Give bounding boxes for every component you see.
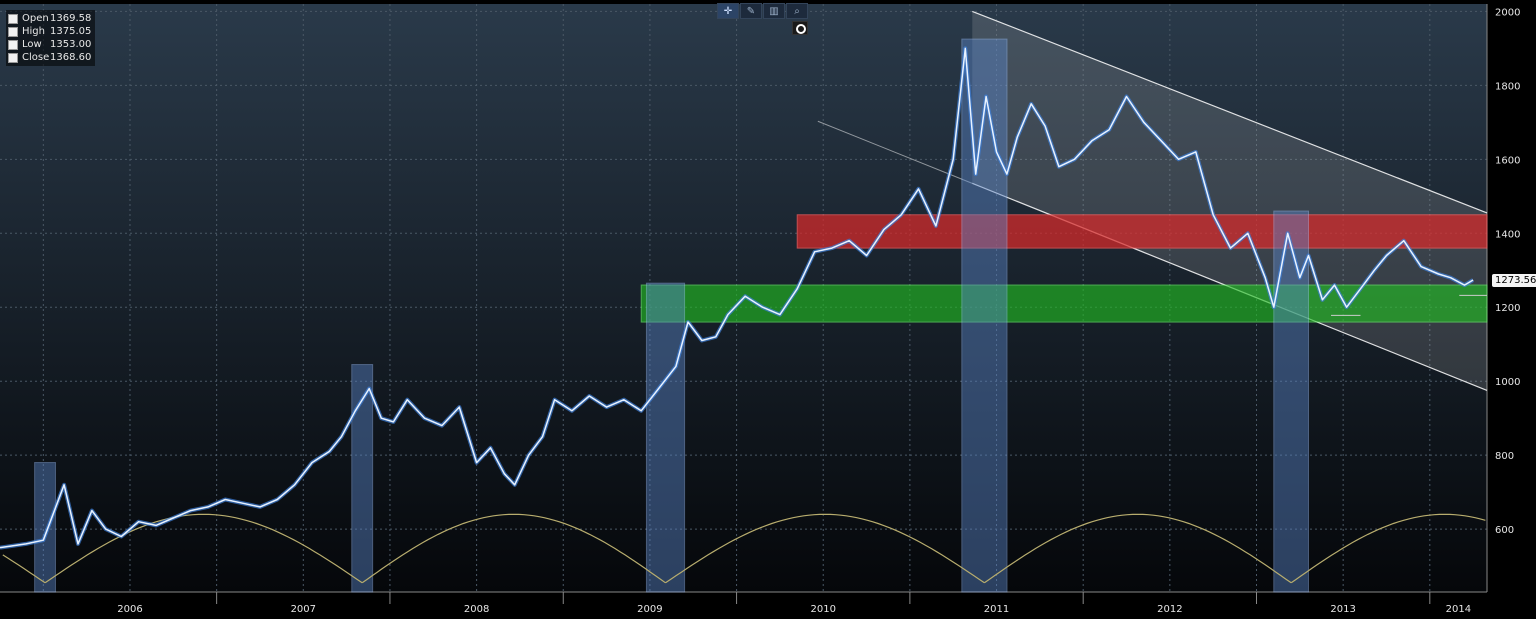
y-tick-label: 1000 [1495,377,1520,388]
cycle-arc [984,513,1292,584]
y-tick-label: 800 [1495,451,1514,462]
target-icon[interactable] [792,21,808,35]
cycle-arc [1290,513,1486,584]
channel-lower-extension [817,120,973,184]
checkbox-icon[interactable] [8,39,18,50]
ohlc-label: Open [22,13,49,24]
cycle-arc [665,513,985,584]
cycle-arc [2,554,46,584]
x-tick-label: 2011 [984,604,1009,615]
checkbox-icon[interactable] [8,52,18,63]
ohlc-row-open: Open 1369.58 [8,12,91,25]
channel-upper-line [972,10,1488,214]
ohlc-label: Close [22,52,50,63]
resistance-band [796,214,1488,249]
x-tick-label: 2010 [810,604,835,615]
ohlc-row-high: High 1375.05 [8,25,91,38]
x-tick-label: 2012 [1157,604,1182,615]
y-tick-label: 1600 [1495,155,1520,166]
zoom-icon[interactable]: ⌕ [786,3,808,19]
x-tick-label: 2006 [117,604,142,615]
crosshair-icon[interactable]: ✛ [717,3,739,19]
pencil-icon[interactable]: ✎ [740,3,762,19]
cycle-highlight-bar [645,282,686,593]
y-tick-label: 1200 [1495,303,1520,314]
price-line [0,47,1474,549]
y-tick-label: 600 [1495,525,1514,536]
x-tick-label: 2014 [1446,604,1471,615]
ohlc-label: High [22,26,45,37]
ohlc-row-low: Low 1353.00 [8,38,91,51]
cycle-highlight-bar [351,364,374,593]
chart-toolbar: ✛ ✎ ▥ ⌕ [717,3,808,19]
cycle-arc [361,513,666,584]
cycle-highlight-bar [34,462,56,593]
ohlc-legend: Open 1369.58 High 1375.05 Low 1353.00 Cl… [6,10,96,66]
cycle-arc [44,513,363,584]
ohlc-value: 1353.00 [50,39,92,50]
y-tick-label: 1400 [1495,229,1520,240]
x-tick-label: 2013 [1330,604,1355,615]
ohlc-label: Low [22,39,42,50]
y-tick-label: 2000 [1495,7,1520,18]
cycle-highlight-bar [961,38,1008,593]
ohlc-value: 1368.60 [50,52,92,63]
ohlc-value: 1369.58 [50,13,92,24]
x-tick-label: 2008 [464,604,489,615]
checkbox-icon[interactable] [8,26,18,37]
x-tick-label: 2007 [291,604,316,615]
x-tick-label: 2009 [637,604,662,615]
last-price-tag: 1273.56 [1492,274,1536,287]
checkbox-icon[interactable] [8,13,18,24]
bars-icon[interactable]: ▥ [763,3,785,19]
y-tick-label: 1800 [1495,81,1520,92]
ohlc-value: 1375.05 [50,26,92,37]
ohlc-row-close: Close 1368.60 [8,51,91,64]
